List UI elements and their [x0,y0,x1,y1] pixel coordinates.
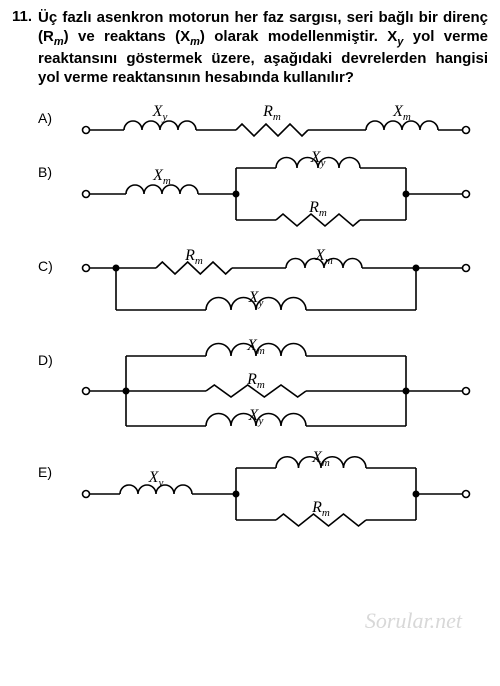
svg-text:Rm: Rm [184,247,203,267]
option-d[interactable]: D) XmRmXy [38,336,488,446]
circuit-diagram-c: RmXmXy [64,242,488,334]
question-text: Üç fazlı asenkron motorun her faz sargıs… [38,8,488,88]
option-b[interactable]: B) XmXyRm [38,148,488,240]
option-a[interactable]: A) Xy Rm Xm [38,94,488,146]
svg-text:Rm: Rm [262,103,281,123]
circuit-diagram-d: XmRmXy [64,336,488,446]
question-number: 11. [12,8,38,25]
option-c[interactable]: C) RmXmXy [38,242,488,334]
option-label: C) [38,242,64,274]
option-e[interactable]: E) XyXmRm [38,448,488,540]
option-label: B) [38,148,64,180]
svg-text:Rm: Rm [311,499,330,519]
question: 11. Üç fazlı asenkron motorun her faz sa… [12,8,488,88]
option-label: A) [38,94,64,126]
circuit-diagram-a: Xy Rm Xm [64,94,488,146]
svg-text:Xy: Xy [152,103,168,123]
svg-text:Rm: Rm [246,371,265,391]
circuit-diagram-b: XmXyRm [64,148,488,240]
option-label: E) [38,448,64,480]
svg-text:Xm: Xm [152,167,171,187]
svg-text:Xm: Xm [392,103,411,123]
svg-text:Rm: Rm [308,199,327,219]
options-list: A) XyRmXm B) XmXyRm C) RmXmXy D) XmRmXy … [38,94,488,540]
circuit-diagram-e: XyXmRm [64,448,488,540]
watermark: Sorular.net [365,608,462,634]
option-label: D) [38,336,64,368]
